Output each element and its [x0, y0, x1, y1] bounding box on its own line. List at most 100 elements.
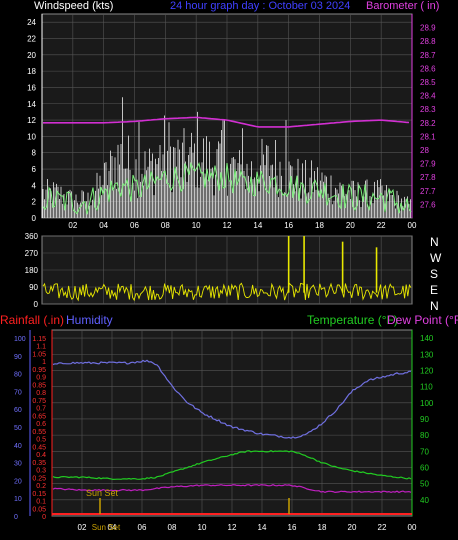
temperature-tick-label: 110 — [420, 383, 433, 392]
rainfall-tick-label: 0.25 — [32, 475, 46, 482]
direction-y-tick-label: 90 — [29, 283, 38, 292]
wind-x-tick-label: 16 — [284, 221, 293, 230]
barometer-tick-label: 27.6 — [420, 200, 436, 209]
barometer-tick-label: 28.1 — [420, 132, 436, 141]
rainfall-tick-label: 0.75 — [32, 398, 46, 405]
barometer-tick-label: 28 — [420, 146, 429, 155]
wind-direction-line — [42, 282, 412, 302]
temp-x-tick-label: 10 — [198, 523, 207, 532]
rainfall-tick-label: 0.35 — [32, 460, 46, 467]
humidity-line — [52, 359, 412, 439]
rainfall-tick-label: 1.1 — [36, 344, 46, 351]
rainfall-tick-label: 0.05 — [32, 506, 46, 513]
wind-y-tick-label: 22 — [27, 34, 36, 43]
wind-y-tick-label: 4 — [32, 181, 37, 190]
dewpoint-line — [52, 484, 412, 494]
sun-set-label: Sun Set — [86, 488, 119, 498]
barometer-tick-label: 28.5 — [420, 78, 436, 87]
humidity-tick-label: 30 — [14, 461, 22, 468]
wind-x-tick-label: 22 — [377, 221, 386, 230]
humidity-tick-label: 100 — [14, 336, 26, 343]
temperature-tick-label: 120 — [420, 366, 434, 375]
wind-y-tick-label: 24 — [27, 18, 36, 27]
humidity-tick-label: 0 — [14, 514, 18, 521]
rainfall-tick-label: 0.65 — [32, 413, 46, 420]
temperature-tick-label: 80 — [420, 431, 429, 440]
windspeed-label: Windspeed (kts) — [34, 0, 114, 12]
rainfall-tick-label: 1.05 — [32, 351, 46, 358]
temp-x-tick-label: 06 — [138, 523, 147, 532]
graph-title: 24 hour graph day : October 03 2024 — [170, 0, 351, 12]
compass-label: N — [430, 235, 439, 249]
temp-x-tick-label: 14 — [258, 523, 267, 532]
compass-label: S — [430, 267, 438, 281]
rainfall-tick-label: 0.1 — [36, 499, 46, 506]
wind-y-tick-label: 12 — [27, 116, 36, 125]
temp-x-tick-label: 08 — [168, 523, 177, 532]
rainfall-tick-label: 0 — [42, 514, 46, 521]
rainfall-tick-label: 0.9 — [36, 375, 46, 382]
rainfall-label: Rainfall (.in) — [0, 313, 65, 327]
compass-label: N — [430, 299, 439, 313]
humidity-tick-label: 20 — [14, 478, 22, 485]
humidity-tick-label: 10 — [14, 496, 22, 503]
temp-x-tick-label: 22 — [378, 523, 387, 532]
wind-x-tick-label: 02 — [68, 221, 77, 230]
wind-x-tick-label: 00 — [408, 221, 417, 230]
temp-x-tick-label: 20 — [348, 523, 357, 532]
temp-x-tick-label: 00 — [408, 523, 417, 532]
temp-x-tick-label: 16 — [288, 523, 297, 532]
barometer-tick-label: 28.2 — [420, 119, 436, 128]
rainfall-tick-label: 0.55 — [32, 429, 46, 436]
temp-x-tick-label: 18 — [318, 523, 327, 532]
barometer-tick-label: 27.9 — [420, 160, 436, 169]
wind-x-tick-label: 06 — [130, 221, 139, 230]
temp-x-tick-label: 12 — [228, 523, 237, 532]
barometer-line — [43, 116, 410, 128]
compass-label: E — [430, 283, 438, 297]
temp-x-tick-label: 02 — [78, 523, 87, 532]
barometer-tick-label: 28.6 — [420, 64, 436, 73]
wind-y-tick-label: 10 — [27, 132, 36, 141]
wind-x-tick-label: 12 — [223, 221, 232, 230]
direction-y-tick-label: 360 — [25, 232, 39, 241]
humidity-tick-label: 60 — [14, 407, 22, 414]
wind-y-tick-label: 2 — [32, 198, 37, 207]
rainfall-tick-label: 1.15 — [32, 336, 46, 343]
rainfall-tick-label: 0.2 — [36, 483, 46, 490]
barometer-tick-label: 27.8 — [420, 173, 436, 182]
direction-y-tick-label: 270 — [25, 249, 39, 258]
rainfall-tick-label: 0.6 — [36, 421, 46, 428]
direction-y-tick-label: 180 — [25, 266, 39, 275]
temperature-label: Temperature (°F) — [307, 313, 398, 327]
temperature-line — [52, 450, 412, 481]
compass-label: W — [430, 251, 442, 265]
barometer-label: Barometer ( in) — [366, 0, 440, 12]
humidity-tick-label: 50 — [14, 425, 22, 432]
dewpoint-label: Dew Point (°F) — [387, 313, 458, 327]
wind-x-tick-label: 20 — [346, 221, 355, 230]
rainfall-tick-label: 0.7 — [36, 406, 46, 413]
rainfall-tick-label: 0.3 — [36, 468, 46, 475]
wind-x-tick-label: 18 — [315, 221, 324, 230]
rainfall-tick-label: 0.45 — [32, 444, 46, 451]
temp-x-tick-label: 04 — [108, 523, 117, 532]
temperature-tick-label: 40 — [420, 496, 429, 505]
barometer-tick-label: 28.7 — [420, 51, 436, 60]
wind-x-tick-label: 14 — [253, 221, 262, 230]
wind-average-line — [42, 161, 412, 215]
wind-x-tick-label: 08 — [161, 221, 170, 230]
wind-y-tick-label: 14 — [27, 100, 36, 109]
wind-x-tick-label: 10 — [192, 221, 201, 230]
direction-y-tick-label: 0 — [34, 300, 39, 309]
rainfall-tick-label: 0.15 — [32, 491, 46, 498]
wind-x-tick-label: 04 — [99, 221, 108, 230]
temperature-tick-label: 50 — [420, 480, 429, 489]
wind-y-tick-label: 8 — [32, 149, 37, 158]
barometer-tick-label: 28.4 — [420, 92, 436, 101]
temperature-tick-label: 140 — [420, 334, 434, 343]
barometer-tick-label: 28.8 — [420, 37, 436, 46]
humidity-tick-label: 80 — [14, 372, 22, 379]
humidity-tick-label: 70 — [14, 389, 22, 396]
barometer-tick-label: 27.7 — [420, 187, 436, 196]
